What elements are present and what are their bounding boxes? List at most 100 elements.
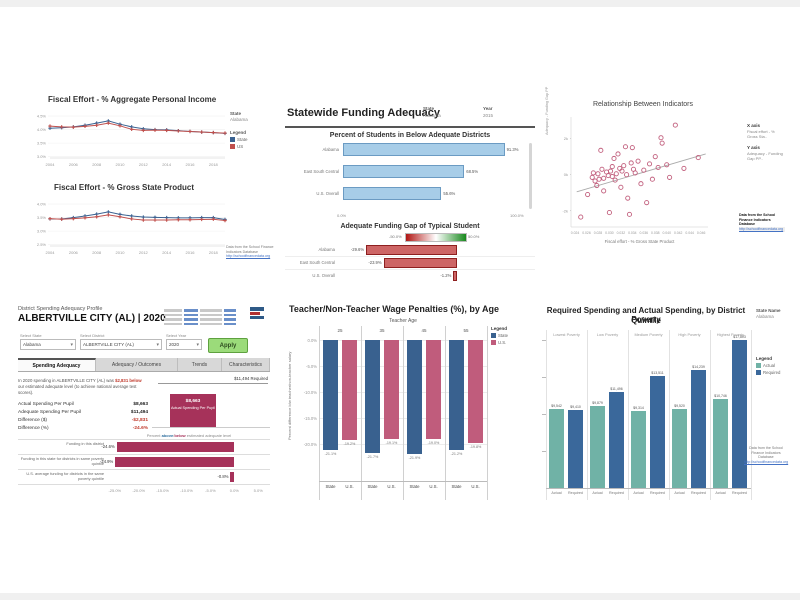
apply-button[interactable]: Apply xyxy=(208,338,248,353)
instruction-segment xyxy=(224,313,236,316)
tab-trends[interactable]: Trends xyxy=(178,358,222,371)
scatter-point xyxy=(608,168,614,174)
instruction-line xyxy=(164,318,244,321)
x-category-label: State xyxy=(409,484,420,489)
x-category-label: Actual xyxy=(551,491,562,495)
tab-adequacy-outcomes[interactable]: Adequacy / Outcomes xyxy=(96,358,178,371)
pct-below-subtitle: Percent of Students in Below Adequate Di… xyxy=(329,132,491,139)
source-link[interactable]: http://schoolfinancedata.org xyxy=(739,227,785,232)
bar-Alabama xyxy=(366,245,457,255)
data-point-US xyxy=(141,218,146,222)
data-point-US xyxy=(118,215,122,219)
bar-value-label: 55.6% xyxy=(443,191,456,196)
caption-above: above xyxy=(161,433,174,438)
group-label: Low Poverty xyxy=(596,332,619,337)
tab-spending-adequacy[interactable]: Spending Adequacy xyxy=(18,358,96,371)
bar-45-State xyxy=(407,340,422,454)
legend-item[interactable]: Required xyxy=(756,370,788,375)
chart-scrollbar[interactable] xyxy=(529,143,532,209)
legend-item[interactable]: US xyxy=(230,144,282,149)
bar-value-label: -21.2% xyxy=(450,452,463,457)
legend-item[interactable]: Actual xyxy=(756,363,788,368)
x-tick-label: 2008 xyxy=(92,250,102,255)
district-gap-chart: Funding in this district -24.6% Funding in… xyxy=(18,439,270,500)
bar-Medium Poverty-Actual xyxy=(631,410,646,488)
source-link[interactable]: http://schoolfinancedata.org xyxy=(744,460,789,465)
instruction-segment xyxy=(224,309,236,312)
bar-value-label: $14,239 xyxy=(692,364,705,369)
scatter-point xyxy=(621,163,627,169)
legend-swatch xyxy=(230,144,235,149)
scatter-point xyxy=(592,178,598,184)
x-tick-label: 2018 xyxy=(209,162,219,167)
bar-value-label: -21.7% xyxy=(366,454,379,459)
profile-tabs: Spending Adequacy Adequacy / Outcomes Tren… xyxy=(18,358,270,372)
group-divider xyxy=(319,326,320,500)
legend-item[interactable]: State xyxy=(230,137,282,142)
bar-value-label: $13,511 xyxy=(651,370,664,375)
actual-spending-box: $8,663 Actual Spending Per Pupil xyxy=(170,394,216,427)
y-tick xyxy=(542,377,546,378)
tab-characteristics[interactable]: Characteristics xyxy=(222,358,270,371)
scatter-point xyxy=(655,164,661,171)
data-point-State xyxy=(106,210,111,214)
scatter-point xyxy=(596,176,602,182)
bar-value-label: $9,410 xyxy=(570,404,581,409)
profile-caption: Percent above/below estimated adequate l… xyxy=(108,433,270,438)
x-category-label: Required xyxy=(650,491,665,495)
x-category-label: U.S. xyxy=(345,484,354,489)
data-point-US xyxy=(118,124,122,128)
x-category-label: U.S. xyxy=(471,484,480,489)
wage-legend-label: Legend xyxy=(491,326,508,331)
bar-category-label: Alabama xyxy=(318,247,335,252)
bar-category-label: Alabama xyxy=(322,147,339,152)
source-link[interactable]: http://schoolfinancedata.org xyxy=(226,254,271,259)
x-tick-label: 0.024 xyxy=(571,231,580,235)
instructions-text xyxy=(164,307,244,325)
scatter-xaxis-label: X axis xyxy=(747,123,761,128)
legend-item[interactable]: U.S. xyxy=(491,340,529,345)
scatter-point xyxy=(622,144,629,150)
instruction-line xyxy=(164,322,244,325)
bottom-edge-band xyxy=(0,593,800,600)
group-divider xyxy=(445,326,446,500)
dropdown-select-year[interactable]: 2020 ▾ xyxy=(166,339,202,350)
group-divider xyxy=(751,330,752,500)
legend-item[interactable]: State xyxy=(491,333,529,338)
kv-value: $8,663 xyxy=(133,402,148,407)
bar-High Poverty-Actual xyxy=(672,408,687,488)
bar-Highest Poverty-Required xyxy=(732,340,747,488)
data-point-US xyxy=(129,217,134,221)
x-axis-title: Fiscal effort - % Gross State Product xyxy=(605,239,675,244)
scatter-source-note: Data from the School Finance Indicators … xyxy=(739,213,785,232)
adequacy-state-value[interactable]: Alabama xyxy=(423,113,441,118)
y-tick-label: -2k xyxy=(562,208,568,213)
para-red: $2,831 below xyxy=(115,378,142,383)
funding-gap-subtitle: Adequate Funding Gap of Typical Student xyxy=(340,223,480,230)
dropdown-select-state[interactable]: Alabama ▾ xyxy=(20,339,76,350)
x-tick-label: 2018 xyxy=(209,250,219,255)
bar-35-U.S. xyxy=(384,340,399,440)
scatter-point xyxy=(609,164,615,170)
bar-45-U.S. xyxy=(426,340,441,439)
adequacy-year-value[interactable]: 2015 xyxy=(483,113,494,118)
scatter-point xyxy=(625,195,631,201)
data-point-US xyxy=(199,217,204,222)
poverty-state-value[interactable]: Alabama xyxy=(756,314,774,319)
source-note-text: Data from the School Finance Indicators … xyxy=(739,213,776,227)
y-tick-label: 3.5% xyxy=(37,141,47,146)
data-point-US xyxy=(106,121,111,125)
scatter-point xyxy=(606,210,612,216)
caption-suffix: estimated adequate level xyxy=(185,433,232,438)
scatter-point xyxy=(599,166,605,172)
caption-prefix: Percent xyxy=(146,433,162,438)
bar-East South Central xyxy=(383,258,457,268)
bar-U.S. Overall xyxy=(453,271,457,281)
x-tick-label: 0.030 xyxy=(605,231,614,235)
dropdown-select-district[interactable]: ALBERTVILLE CITY (AL) ▾ xyxy=(80,339,162,350)
y-tick xyxy=(542,340,546,341)
row-separator xyxy=(18,484,270,485)
scatter-point xyxy=(667,174,673,180)
x-tick-label: 2004 xyxy=(46,162,56,167)
